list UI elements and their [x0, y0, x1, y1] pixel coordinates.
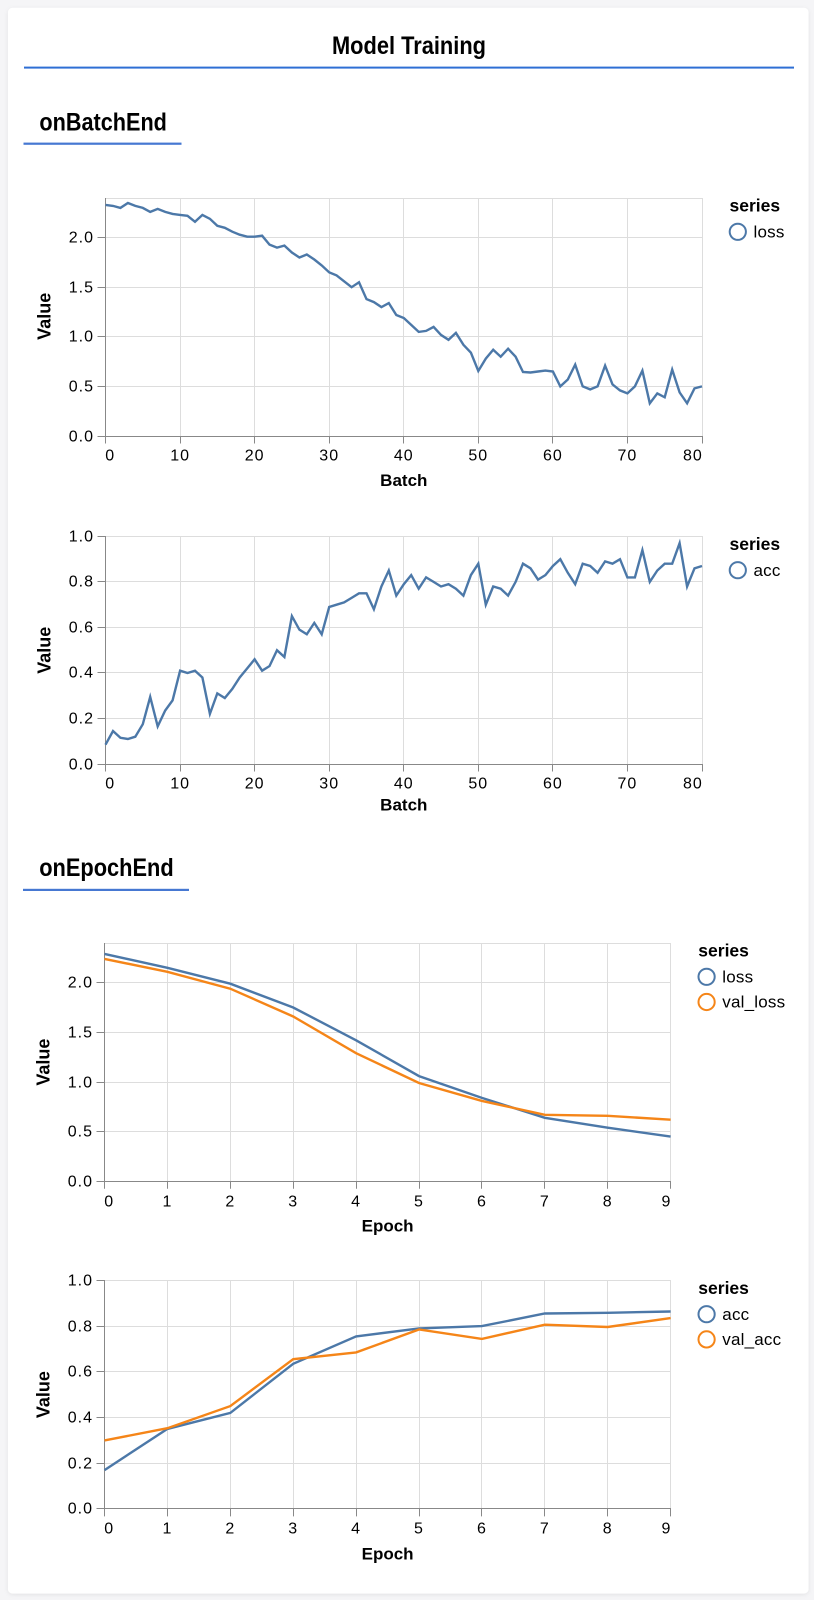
- svg-text:Batch: Batch: [380, 796, 427, 815]
- svg-text:series: series: [698, 941, 749, 961]
- svg-text:9: 9: [661, 1520, 671, 1537]
- svg-text:0.6: 0.6: [69, 619, 94, 636]
- svg-text:0.6: 0.6: [68, 1363, 93, 1380]
- svg-text:30: 30: [319, 448, 339, 465]
- svg-text:0.5: 0.5: [69, 378, 94, 395]
- svg-text:onEpochEnd: onEpochEnd: [39, 854, 174, 882]
- svg-text:0: 0: [105, 448, 115, 465]
- svg-text:10: 10: [170, 776, 190, 793]
- svg-text:0: 0: [104, 1193, 114, 1210]
- svg-text:2: 2: [225, 1193, 235, 1210]
- svg-text:20: 20: [245, 776, 265, 793]
- svg-text:val_loss: val_loss: [722, 993, 785, 1012]
- svg-text:5: 5: [414, 1520, 424, 1537]
- svg-text:50: 50: [468, 776, 488, 793]
- svg-text:70: 70: [618, 776, 638, 793]
- svg-text:2.0: 2.0: [69, 229, 94, 246]
- svg-text:9: 9: [661, 1193, 671, 1210]
- svg-text:40: 40: [394, 776, 414, 793]
- svg-text:0: 0: [105, 776, 115, 793]
- svg-text:60: 60: [543, 448, 563, 465]
- svg-text:series: series: [730, 534, 781, 554]
- svg-text:acc: acc: [754, 561, 781, 580]
- svg-text:1.0: 1.0: [69, 328, 94, 345]
- svg-text:Value: Value: [33, 1371, 53, 1418]
- svg-text:4: 4: [351, 1193, 361, 1210]
- svg-text:8: 8: [603, 1193, 613, 1210]
- svg-text:30: 30: [319, 776, 339, 793]
- svg-text:acc: acc: [722, 1305, 749, 1324]
- svg-text:1.0: 1.0: [69, 528, 94, 545]
- svg-text:0.2: 0.2: [69, 710, 94, 727]
- svg-text:2: 2: [225, 1520, 235, 1537]
- svg-text:loss: loss: [754, 222, 785, 241]
- svg-text:60: 60: [543, 776, 563, 793]
- svg-text:0: 0: [104, 1520, 114, 1537]
- svg-text:70: 70: [618, 448, 638, 465]
- svg-text:7: 7: [540, 1520, 550, 1537]
- svg-text:0.4: 0.4: [68, 1409, 93, 1426]
- svg-text:Value: Value: [34, 293, 54, 340]
- svg-text:1: 1: [162, 1520, 172, 1537]
- svg-text:Epoch: Epoch: [362, 1544, 414, 1563]
- svg-text:6: 6: [477, 1193, 487, 1210]
- svg-text:6: 6: [477, 1520, 487, 1537]
- svg-text:8: 8: [603, 1520, 613, 1537]
- svg-text:3: 3: [288, 1193, 298, 1210]
- svg-text:0.0: 0.0: [69, 428, 94, 445]
- svg-text:0.2: 0.2: [68, 1455, 93, 1472]
- svg-text:0.5: 0.5: [68, 1123, 93, 1140]
- svg-text:0.8: 0.8: [68, 1318, 93, 1335]
- svg-text:1.0: 1.0: [68, 1272, 93, 1289]
- svg-text:Value: Value: [34, 627, 54, 674]
- svg-text:0.0: 0.0: [68, 1173, 93, 1190]
- svg-text:40: 40: [394, 448, 414, 465]
- svg-text:1: 1: [162, 1193, 172, 1210]
- svg-text:1.5: 1.5: [68, 1024, 93, 1041]
- svg-text:1.0: 1.0: [68, 1074, 93, 1091]
- svg-text:0.0: 0.0: [68, 1500, 93, 1517]
- svg-text:80: 80: [683, 776, 703, 793]
- svg-text:Value: Value: [33, 1039, 53, 1086]
- svg-text:onBatchEnd: onBatchEnd: [39, 109, 166, 137]
- svg-text:0.0: 0.0: [69, 756, 94, 773]
- svg-text:1.5: 1.5: [69, 279, 94, 296]
- svg-text:3: 3: [288, 1520, 298, 1537]
- svg-text:4: 4: [351, 1520, 361, 1537]
- svg-text:Epoch: Epoch: [362, 1216, 414, 1235]
- svg-text:50: 50: [468, 448, 488, 465]
- svg-text:0.8: 0.8: [69, 573, 94, 590]
- svg-text:20: 20: [245, 448, 265, 465]
- svg-text:Batch: Batch: [380, 471, 427, 490]
- svg-text:5: 5: [414, 1193, 424, 1210]
- svg-text:7: 7: [540, 1193, 550, 1210]
- svg-text:loss: loss: [722, 967, 753, 986]
- svg-text:10: 10: [170, 448, 190, 465]
- svg-text:val_acc: val_acc: [722, 1330, 781, 1349]
- svg-text:2.0: 2.0: [68, 974, 93, 991]
- svg-text:Model Training: Model Training: [332, 32, 486, 60]
- svg-text:series: series: [730, 196, 781, 216]
- svg-text:0.4: 0.4: [69, 664, 94, 681]
- svg-text:80: 80: [683, 448, 703, 465]
- svg-text:series: series: [698, 1278, 749, 1298]
